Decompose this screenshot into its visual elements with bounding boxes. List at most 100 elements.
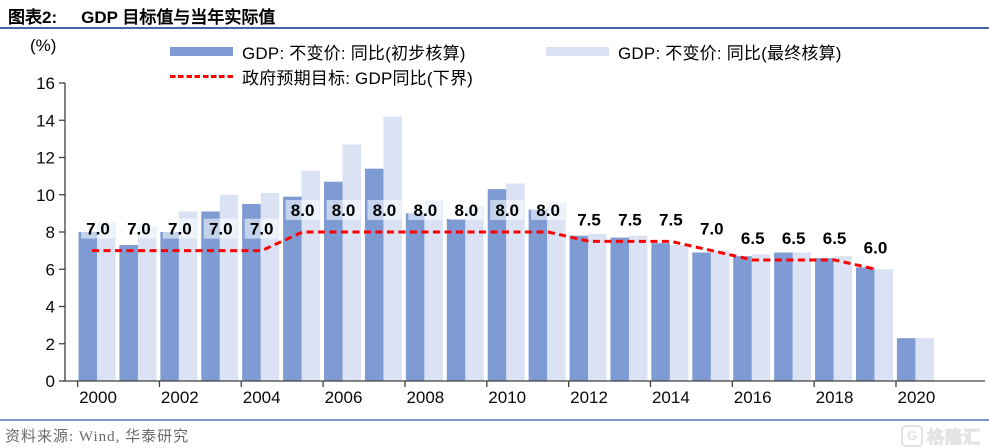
x-tick-label-2000: 2000: [79, 388, 117, 407]
bar-final-2003: [219, 194, 239, 381]
bar-final-2005: [301, 170, 321, 381]
bar-final-2001: [137, 226, 157, 381]
bar-final-2016: [751, 254, 771, 381]
value-label-box-2012: [572, 209, 607, 230]
bar-preliminary-2007: [364, 168, 384, 381]
bar-preliminary-2002: [160, 232, 179, 381]
bar-preliminary-2015: [692, 252, 711, 381]
bar-preliminary-2000: [78, 232, 97, 381]
bar-preliminary-2001: [119, 245, 138, 381]
value-label-box-2007: [367, 200, 402, 220]
value-label-box-2014: [653, 209, 688, 230]
value-label-box-2018: [817, 227, 852, 248]
bar-final-2008: [424, 200, 443, 381]
y-axis-unit-label: (%): [30, 36, 57, 55]
value-label-2012: 7.5: [577, 210, 601, 229]
value-label-box-2001: [121, 218, 156, 239]
legend-label-final: GDP: 不变价: 同比(最终核算): [618, 44, 842, 63]
legend-dashed-line-swatch-icon: [170, 74, 233, 79]
bar-preliminary-2006: [324, 181, 343, 381]
bar-preliminary-2010: [487, 189, 507, 381]
value-label-2000: 7.0: [86, 220, 110, 239]
target-line: [92, 230, 876, 271]
x-tick-label-2004: 2004: [243, 388, 281, 407]
value-label-2007: 8.0: [373, 201, 397, 220]
legend-bar-swatch-preliminary-icon: [170, 47, 233, 56]
figure-tag: 图表2:: [8, 8, 58, 27]
bar-preliminary-2008: [405, 213, 425, 381]
x-tick-label-2012: 2012: [570, 388, 608, 407]
bar-preliminary-2012: [569, 235, 589, 381]
bar-final-2004: [260, 192, 280, 381]
legend-label-preliminary: GDP: 不变价: 同比(初步核算): [242, 44, 466, 63]
bar-final-2014: [669, 245, 689, 381]
value-label-box-2010: [490, 200, 525, 220]
value-label-2015: 7.0: [700, 220, 724, 239]
value-label-2002: 7.0: [168, 220, 192, 239]
value-label-box-2004: [244, 218, 279, 239]
value-label-2001: 7.0: [127, 220, 151, 239]
y-tick-label-4: 4: [46, 298, 55, 317]
value-label-2003: 7.0: [209, 220, 233, 239]
bar-preliminary-2003: [201, 211, 220, 381]
y-tick-label-10: 10: [36, 186, 55, 205]
bar-preliminary-2019: [855, 267, 875, 381]
value-label-2014: 7.5: [659, 210, 683, 229]
legend-item-target: 政府预期目标: GDP同比(下界): [170, 64, 473, 89]
source-note: 资料来源: Wind, 华泰研究: [5, 429, 190, 445]
x-tick-label-2018: 2018: [816, 388, 854, 407]
value-label-box-2002: [162, 218, 197, 239]
value-label-box-2011: [531, 200, 566, 220]
bar-preliminary-2005: [283, 196, 302, 381]
watermark-text: 格隆汇: [927, 428, 981, 448]
watermark-logo-icon: G: [901, 424, 923, 447]
bar-final-2013: [628, 235, 648, 381]
value-label-box-2008: [408, 200, 443, 220]
bar-preliminary-2011: [528, 209, 548, 381]
watermark: G 格隆汇: [901, 423, 981, 448]
bar-preliminary-2014: [651, 243, 670, 381]
bar-preliminary-2009: [446, 218, 466, 381]
legend-item-preliminary: GDP: 不变价: 同比(初步核算): [170, 39, 466, 64]
x-tick-label-2010: 2010: [488, 388, 526, 407]
bar-final-2011: [547, 202, 566, 381]
value-label-2009: 8.0: [454, 201, 478, 220]
value-label-box-2015: [694, 218, 729, 239]
bar-preliminary-2004: [242, 204, 261, 381]
bar-final-2017: [792, 252, 812, 381]
value-label-2019: 6.0: [864, 238, 888, 257]
x-tick-label-2006: 2006: [325, 388, 363, 407]
bar-final-2000: [97, 222, 116, 381]
value-label-2018: 6.5: [823, 229, 847, 248]
y-tick-label-16: 16: [36, 74, 55, 93]
value-label-2017: 6.5: [782, 229, 806, 248]
value-label-2006: 8.0: [332, 201, 356, 220]
bar-final-2007: [383, 116, 402, 382]
axes: [64, 83, 985, 382]
bar-final-2009: [465, 205, 484, 381]
bar-preliminary-2017: [774, 252, 793, 381]
value-label-2008: 8.0: [414, 201, 438, 220]
y-tick-label-8: 8: [46, 223, 55, 242]
y-tick-label-0: 0: [46, 372, 55, 391]
bar-final-2018: [833, 256, 853, 381]
bar-preliminary-2016: [733, 256, 752, 381]
bar-final-2020: [915, 338, 934, 381]
value-label-box-2006: [326, 200, 361, 220]
value-label-box-2016: [735, 227, 770, 248]
value-label-box-2000: [81, 218, 115, 239]
value-label-2010: 8.0: [495, 201, 519, 220]
legend-label-target: 政府预期目标: GDP同比(下界): [242, 69, 474, 88]
x-tick-label-2016: 2016: [734, 388, 772, 407]
title-divider: [0, 27, 989, 29]
figure-title-row: 图表2: GDP 目标值与当年实际值: [8, 3, 275, 28]
value-label-2016: 6.5: [741, 229, 765, 248]
value-label-box-2017: [776, 227, 811, 248]
bar-final-2019: [874, 269, 893, 381]
bar-final-2015: [710, 250, 730, 381]
legend-bar-swatch-final-icon: [546, 47, 609, 56]
value-label-2005: 8.0: [291, 201, 315, 220]
x-tick-label-2020: 2020: [897, 388, 935, 407]
